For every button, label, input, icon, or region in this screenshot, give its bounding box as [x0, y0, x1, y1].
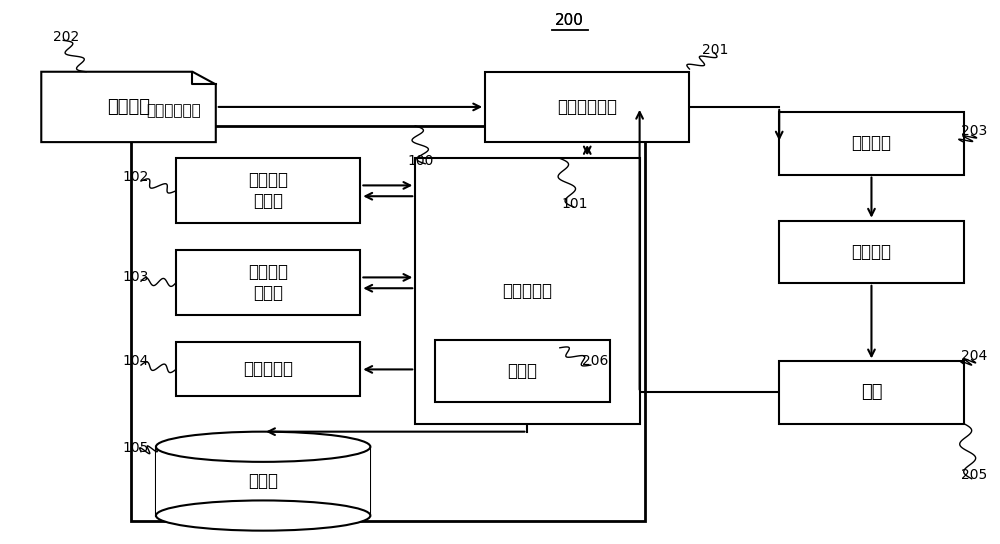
- Text: 205: 205: [961, 468, 987, 482]
- Text: 数据库: 数据库: [248, 472, 278, 490]
- Text: 处理装置: 处理装置: [851, 134, 891, 152]
- Text: 103: 103: [123, 270, 149, 285]
- Bar: [435, 339, 610, 402]
- Text: 第１区域
分割部: 第１区域 分割部: [248, 171, 288, 210]
- Text: 101: 101: [562, 197, 588, 212]
- Text: 200: 200: [555, 13, 584, 28]
- Text: 输入输出装置: 输入输出装置: [557, 98, 617, 116]
- Text: 204: 204: [961, 349, 987, 363]
- Text: 100: 100: [407, 154, 433, 168]
- Text: 输入信息: 输入信息: [107, 98, 150, 116]
- Text: 200: 200: [555, 13, 584, 28]
- Text: 第２区域
分割部: 第２区域 分割部: [248, 263, 288, 302]
- Text: 学习部: 学习部: [507, 362, 537, 380]
- Bar: [176, 250, 360, 316]
- Bar: [779, 361, 964, 424]
- Text: 105: 105: [123, 441, 149, 455]
- Bar: [156, 447, 370, 516]
- Text: 104: 104: [123, 354, 149, 368]
- Bar: [779, 113, 964, 175]
- Polygon shape: [41, 72, 216, 142]
- Bar: [415, 158, 640, 424]
- Text: 206: 206: [582, 354, 608, 368]
- Bar: [485, 72, 689, 142]
- Text: 102: 102: [123, 170, 149, 184]
- Text: 图像: 图像: [861, 384, 882, 401]
- Ellipse shape: [156, 431, 370, 462]
- Ellipse shape: [156, 500, 370, 530]
- Text: 尺寸测量部: 尺寸测量部: [243, 361, 293, 379]
- Bar: [131, 126, 645, 521]
- Text: 中央处理部: 中央处理部: [502, 282, 552, 300]
- Text: 尺寸测量装置: 尺寸测量装置: [146, 103, 201, 118]
- Bar: [176, 158, 360, 223]
- Bar: [176, 342, 360, 397]
- Text: 203: 203: [961, 124, 987, 138]
- Text: 201: 201: [702, 43, 729, 57]
- Text: 202: 202: [53, 29, 79, 44]
- Bar: [779, 220, 964, 283]
- Text: 评价装置: 评价装置: [851, 243, 891, 261]
